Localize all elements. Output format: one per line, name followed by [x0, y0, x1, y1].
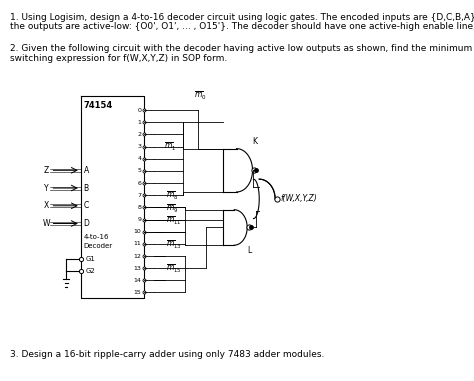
Text: 7: 7	[137, 193, 141, 198]
Text: B: B	[84, 184, 89, 192]
Text: $\overline{m}$$_8$: $\overline{m}$$_8$	[166, 190, 179, 202]
Text: 2: 2	[137, 132, 141, 137]
Text: 10: 10	[134, 229, 141, 234]
Text: switching expression for f(W,X,Y,Z) in SOP form.: switching expression for f(W,X,Y,Z) in S…	[10, 54, 227, 63]
Text: X: X	[44, 201, 49, 210]
Text: C: C	[84, 201, 89, 210]
Text: 1: 1	[137, 120, 141, 125]
Text: K: K	[252, 137, 257, 146]
Text: G1: G1	[85, 256, 95, 262]
Text: $\overline{m}$$_9$: $\overline{m}$$_9$	[166, 202, 179, 215]
Text: 3: 3	[137, 144, 141, 149]
Text: 1. Using Logisim, design a 4-to-16 decoder circuit using logic gates. The encode: 1. Using Logisim, design a 4-to-16 decod…	[10, 13, 474, 22]
Text: 14: 14	[134, 278, 141, 283]
Text: 11: 11	[134, 242, 141, 247]
Text: 4: 4	[137, 156, 141, 161]
Text: 6: 6	[137, 181, 141, 186]
Text: 8: 8	[137, 205, 141, 210]
Text: W: W	[42, 219, 50, 228]
Text: D: D	[84, 219, 90, 228]
Text: $\overline{m}$$_0$: $\overline{m}$$_0$	[194, 90, 207, 102]
Text: G2: G2	[85, 268, 95, 274]
Text: $\overline{m}$$_{11}$: $\overline{m}$$_{11}$	[166, 215, 182, 227]
Text: A: A	[84, 166, 89, 175]
Text: f(W,X,Y,Z): f(W,X,Y,Z)	[281, 194, 318, 203]
Text: 0: 0	[137, 108, 141, 113]
Text: $\overline{m}$$_{13}$: $\overline{m}$$_{13}$	[166, 239, 182, 251]
Text: Decoder: Decoder	[84, 243, 113, 249]
Text: 3. Design a 16-bit ripple-carry adder using only 7483 adder modules.: 3. Design a 16-bit ripple-carry adder us…	[10, 350, 324, 359]
Text: 13: 13	[134, 266, 141, 271]
Text: 74154: 74154	[84, 101, 113, 110]
Text: Z: Z	[44, 166, 49, 175]
Text: $\overline{m}$$_{15}$: $\overline{m}$$_{15}$	[166, 263, 182, 275]
Text: 9: 9	[137, 217, 141, 222]
Text: L: L	[247, 246, 252, 255]
Text: 15: 15	[134, 290, 141, 295]
Text: $\overline{m}$$_1$: $\overline{m}$$_1$	[164, 141, 176, 153]
Text: Y: Y	[44, 184, 48, 192]
Text: 4-to-16: 4-to-16	[84, 234, 109, 240]
Text: 12: 12	[134, 253, 141, 259]
Text: the outputs are active-low: {O0', O1', ... , O15'}. The decoder should have one : the outputs are active-low: {O0', O1', .…	[10, 22, 474, 32]
Text: 5: 5	[137, 168, 141, 173]
Text: 2. Given the following circuit with the decoder having active low outputs as sho: 2. Given the following circuit with the …	[10, 44, 472, 53]
